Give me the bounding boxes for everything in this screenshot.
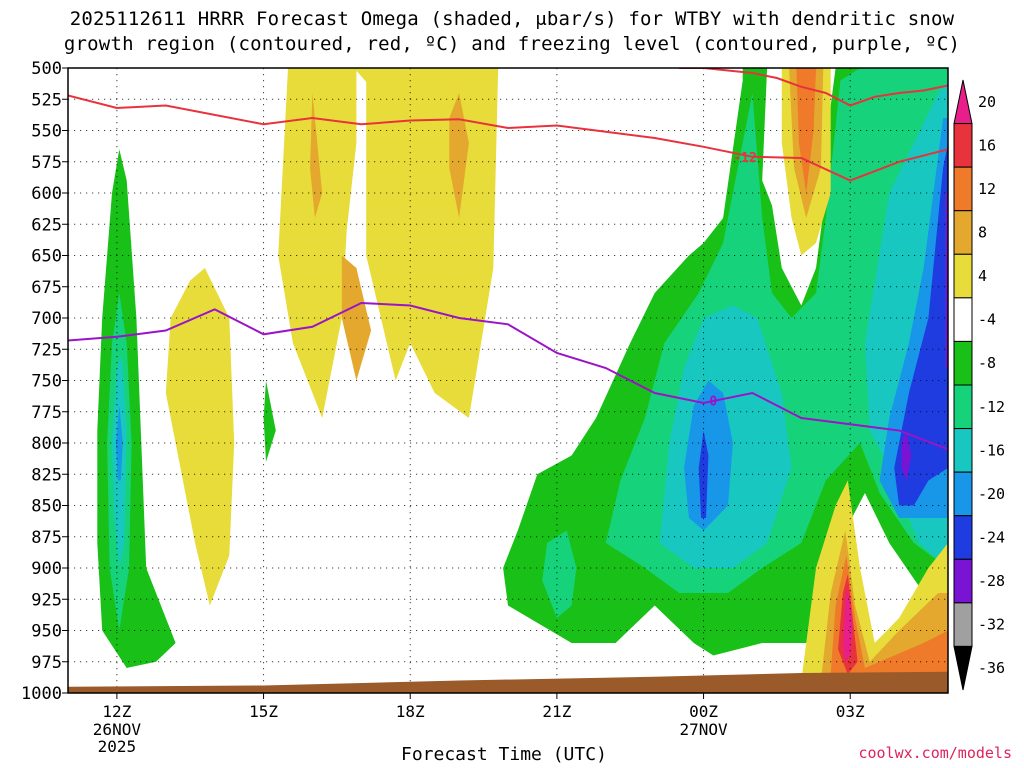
- contour-line-1: [679, 68, 948, 107]
- omega-region-16: [684, 380, 733, 531]
- y-tick-label-725: 725: [31, 340, 62, 360]
- pressure-axis: 500 525 550 575 600 625 650 675 700 725 750 775 800 8…: [21, 59, 68, 704]
- omega-shading: [97, 68, 948, 693]
- y-tick-label-850: 850: [31, 497, 62, 517]
- colorbar-swatch-1: [953, 123, 973, 168]
- y-tick-label-750: 750: [31, 372, 62, 392]
- y-tick-label-950: 950: [31, 622, 62, 642]
- y-tick-label-500: 500: [31, 59, 62, 79]
- colorbar-swatch-5: [953, 297, 973, 342]
- colorbar-swatch-7: [953, 384, 973, 430]
- colorbar-swatch-12: [953, 602, 973, 647]
- colorbar-swatch-6: [953, 340, 973, 386]
- omega-region-3: [115, 405, 123, 481]
- omega-region-8: [310, 93, 323, 218]
- y-tick-label-800: 800: [31, 434, 62, 454]
- y-tick-label-550: 550: [31, 122, 62, 142]
- colorbar-label-2: 12: [978, 180, 996, 198]
- colorbar-label-7: -12: [978, 398, 1005, 416]
- colorbar-swatch-4: [953, 253, 973, 299]
- contour-lines: -12 0: [68, 68, 948, 451]
- colorbar-label-0: 20: [978, 93, 996, 111]
- terrain-fill: [68, 671, 948, 693]
- x-tick-sublabel-26NOV: 26NOV: [93, 720, 142, 739]
- omega-region-26: [842, 586, 853, 662]
- colorbar-label-9: -20: [978, 485, 1005, 503]
- colorbar-swatch-10: [953, 515, 973, 560]
- omega-region-12: [542, 530, 577, 618]
- omega-region-19: [894, 143, 948, 506]
- colorbar-swatch-8: [953, 428, 973, 473]
- colorbar-swatch-bottom-arrow: [953, 645, 973, 691]
- y-tick-label-525: 525: [31, 90, 62, 110]
- colorbar-swatch-3: [953, 210, 973, 255]
- contour-label-0: -12: [733, 151, 756, 166]
- colorbar-label-13: -36: [978, 659, 1005, 677]
- y-tick-label-900: 900: [31, 559, 62, 579]
- colorbar-label-11: -28: [978, 572, 1005, 590]
- omega-region-5: [165, 268, 235, 606]
- colorbar-label-8: -16: [978, 441, 1005, 459]
- colorbar-label-5: -4: [978, 311, 996, 329]
- colorbar-label-12: -32: [978, 616, 1005, 634]
- x-tick-label-21Z: 21Z: [542, 702, 571, 721]
- omega-region-20: [901, 430, 912, 481]
- y-tick-label-975: 975: [31, 653, 62, 673]
- chart-title-line-2: growth region (contoured, red, ºC) and f…: [63, 33, 961, 55]
- x-tick-label-03Z: 03Z: [836, 702, 865, 721]
- colorbar: 20 16 12 8 4 -4 -8 -12 -16 -20 -24 -28 -32 -36: [953, 79, 1005, 691]
- grid-lines: [68, 68, 948, 693]
- colorbar-swatch-11: [953, 558, 973, 604]
- colorbar-label-1: 16: [978, 136, 996, 154]
- terrain-layer: [68, 671, 948, 693]
- contour-line-2: [68, 301, 948, 451]
- x-tick-sublabel-27NOV: 27NOV: [679, 720, 728, 739]
- omega-region-10: [449, 93, 469, 218]
- y-tick-label-875: 875: [31, 528, 62, 548]
- colorbar-label-6: -8: [978, 354, 996, 372]
- omega-region-6: [278, 68, 499, 418]
- omega-region-7: [354, 68, 430, 181]
- omega-region-4: [263, 380, 276, 462]
- colorbar-swatch-top-arrow: [953, 79, 973, 125]
- chart-title-line-1: 2025112611 HRRR Forecast Omega (shaded, …: [69, 8, 955, 30]
- y-tick-label-925: 925: [31, 590, 62, 610]
- y-tick-label-775: 775: [31, 403, 62, 423]
- omega-region-24: [830, 555, 948, 675]
- x-tick-label-15Z: 15Z: [249, 702, 278, 721]
- colorbar-label-4: 4: [978, 267, 987, 285]
- colorbar-label-10: -24: [978, 529, 1005, 547]
- y-tick-label-575: 575: [31, 153, 62, 173]
- y-tick-label-825: 825: [31, 465, 62, 485]
- y-tick-label-675: 675: [31, 278, 62, 298]
- y-tick-label-700: 700: [31, 309, 62, 329]
- y-tick-label-1000: 1000: [21, 684, 62, 704]
- y-tick-label-650: 650: [31, 247, 62, 267]
- x-tick-label-12Z: 12Z: [102, 702, 131, 721]
- colorbar-label-3: 8: [978, 224, 987, 242]
- contour-line-0: [68, 94, 948, 182]
- y-tick-label-600: 600: [31, 184, 62, 204]
- x-axis-label: Forecast Time (UTC): [401, 744, 607, 765]
- x-tick-sublabel-2025: 2025: [98, 737, 137, 756]
- x-tick-label-00Z: 00Z: [689, 702, 718, 721]
- colorbar-swatch-2: [953, 166, 973, 212]
- x-tick-label-18Z: 18Z: [396, 702, 425, 721]
- omega-region-18: [698, 430, 709, 518]
- contour-label-1: 0: [709, 395, 717, 410]
- credit-link[interactable]: coolwx.com/models: [858, 744, 1012, 762]
- colorbar-swatch-9: [953, 471, 973, 517]
- y-tick-label-625: 625: [31, 215, 62, 235]
